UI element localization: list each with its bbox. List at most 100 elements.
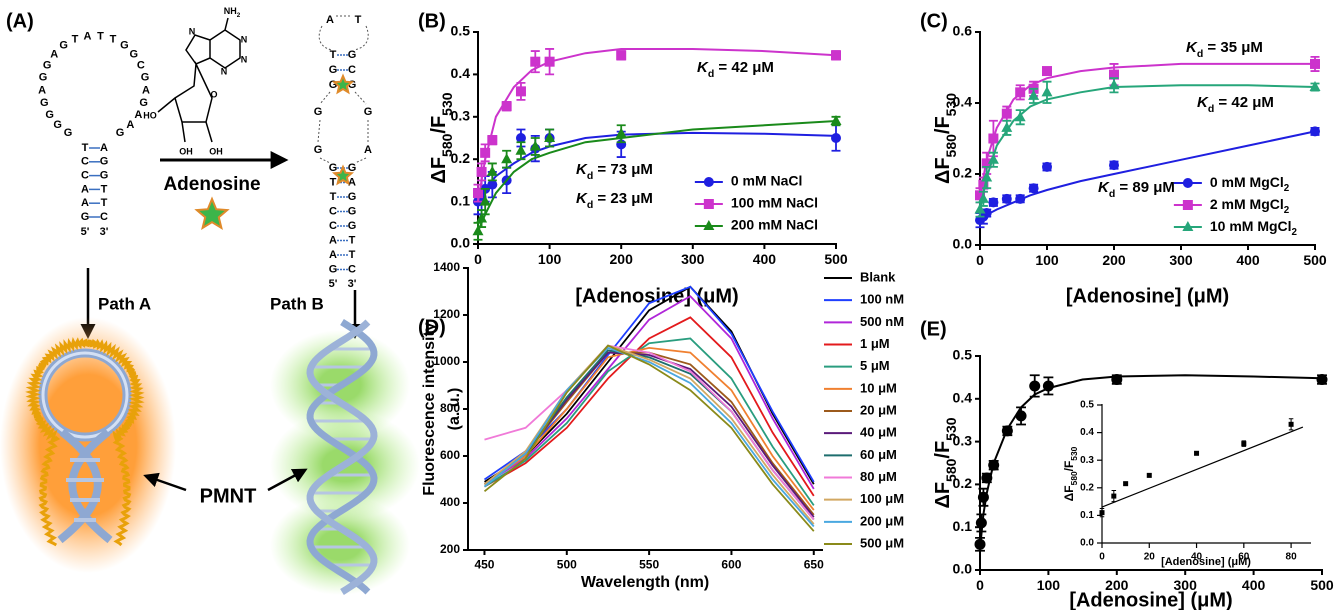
- marker: [487, 135, 498, 146]
- marker: [975, 517, 987, 529]
- legend-label: 1 μM: [860, 336, 890, 351]
- marker: [1001, 193, 1012, 204]
- base: G: [43, 59, 52, 71]
- marker: [981, 208, 992, 219]
- panel-label: (D): [418, 316, 446, 338]
- marker: [486, 165, 498, 176]
- spectrum-line: [483, 344, 815, 525]
- base: G: [364, 106, 373, 118]
- y-axis-label-part: ΔF: [932, 482, 954, 509]
- y-tick-label: 0.3: [451, 108, 471, 124]
- y-tick-label: 0.0: [1080, 538, 1094, 549]
- base: G: [139, 97, 148, 109]
- marker: [975, 190, 985, 201]
- marker: [1029, 380, 1041, 392]
- panel-label: (A): [6, 10, 34, 32]
- base: T: [110, 34, 117, 46]
- y-axis-label-part: ΔF: [428, 157, 450, 184]
- annotation-part: = 23 μM: [593, 190, 653, 207]
- x-tick-label: 600: [721, 557, 741, 571]
- marker: [1014, 111, 1026, 122]
- base: G: [329, 64, 338, 76]
- marker: [981, 158, 992, 169]
- marker: [988, 459, 1000, 471]
- spectrum-line: [484, 316, 815, 497]
- y-axis-label-part: 580: [943, 134, 959, 158]
- annotation-part: = 35 μM: [1203, 39, 1263, 56]
- x-tick-label: 0: [1099, 552, 1105, 563]
- base: G: [314, 106, 323, 118]
- marker: [1111, 374, 1123, 386]
- x-axis-label: [Adenosine] (μM): [575, 285, 738, 307]
- marker: [1042, 380, 1054, 392]
- y-axis-label-part: ΔF: [1062, 485, 1076, 501]
- marker: [544, 132, 556, 142]
- marker: [1309, 81, 1321, 92]
- y-tick-label: 0.4: [451, 65, 471, 81]
- marker: [472, 225, 484, 236]
- chem-bonds: [157, 17, 241, 143]
- annotation-part: d: [708, 68, 714, 80]
- base: A: [84, 30, 92, 42]
- legend-marker: [1182, 200, 1193, 210]
- spectrum-line: [483, 349, 815, 521]
- base: A: [50, 48, 58, 60]
- x-tick-label: 40: [1191, 552, 1203, 563]
- marker: [480, 147, 491, 158]
- base: C: [348, 263, 356, 275]
- pointer-arrow: [143, 472, 187, 492]
- marker: [974, 203, 986, 214]
- x-tick-label: 0: [976, 252, 984, 268]
- marker: [830, 115, 842, 126]
- legend-label: 0 mM MgCl2: [1210, 174, 1290, 194]
- y-tick-label: 200: [440, 542, 460, 556]
- annotation-part: d: [587, 170, 593, 182]
- y-axis-label: ΔF580/F530: [1062, 446, 1079, 501]
- base: T: [101, 183, 108, 195]
- base: T: [330, 49, 337, 61]
- legend-label: 10 mM MgCl2: [1210, 218, 1298, 238]
- chart-panel: 0 100 200 300 400 5000.00.10.20.30.40.5(E)[Ad…: [920, 318, 1334, 610]
- base: T: [330, 191, 337, 203]
- pointer-arrow: [267, 468, 308, 492]
- annotation-part: K: [1186, 39, 1198, 56]
- y-tick-label: 0.5: [451, 23, 471, 39]
- marker: [530, 56, 541, 67]
- annotation-part: d: [1208, 103, 1214, 115]
- marker: [501, 101, 512, 112]
- base: C: [137, 59, 145, 71]
- base: A: [81, 183, 89, 195]
- y-axis-label-part: 580: [943, 458, 959, 482]
- aptamer-loop: [41, 351, 129, 439]
- base: T: [349, 234, 356, 246]
- chart-panel: 0 100 200 300 400 500 0.0 0.2 0.4 0.6 (C) [Adenosin…: [920, 10, 1327, 307]
- y-tick-label: 0.4: [953, 94, 973, 110]
- helix-strand: [306, 319, 378, 595]
- x-axis-label: Wavelength (nm): [581, 574, 709, 591]
- marker: [515, 144, 527, 155]
- base: C: [100, 211, 108, 223]
- x-tick-label: 0: [976, 577, 984, 593]
- marker: [1111, 493, 1117, 499]
- chart-panel: 0 100 200 300 400 500 0.0 0.1 0.2 0.3 0.4 0.5 (B) [Ad…: [418, 10, 848, 307]
- y-tick-label: 0.3: [953, 432, 973, 448]
- base: G: [348, 220, 357, 232]
- loop-link: [318, 15, 369, 51]
- base: T: [101, 197, 108, 209]
- marker: [1109, 160, 1119, 171]
- marker: [544, 56, 555, 67]
- legend-label: 500 nM: [860, 314, 904, 329]
- base: G: [348, 79, 357, 91]
- base: G: [120, 40, 129, 52]
- legend-label: 0 mM NaCl: [731, 173, 803, 189]
- base: C: [329, 205, 337, 217]
- legend-label: 100 μM: [860, 491, 904, 506]
- marker: [473, 188, 483, 199]
- annotation-part: d: [1197, 48, 1203, 60]
- x-tick-label: 100: [1035, 252, 1059, 268]
- annotation: Kd = 73 μM: [576, 161, 653, 182]
- fit-curve: [979, 130, 1316, 221]
- base: G: [81, 211, 90, 223]
- annotation: Kd = 89 μM: [1098, 179, 1175, 200]
- strand-end: 3': [100, 226, 109, 238]
